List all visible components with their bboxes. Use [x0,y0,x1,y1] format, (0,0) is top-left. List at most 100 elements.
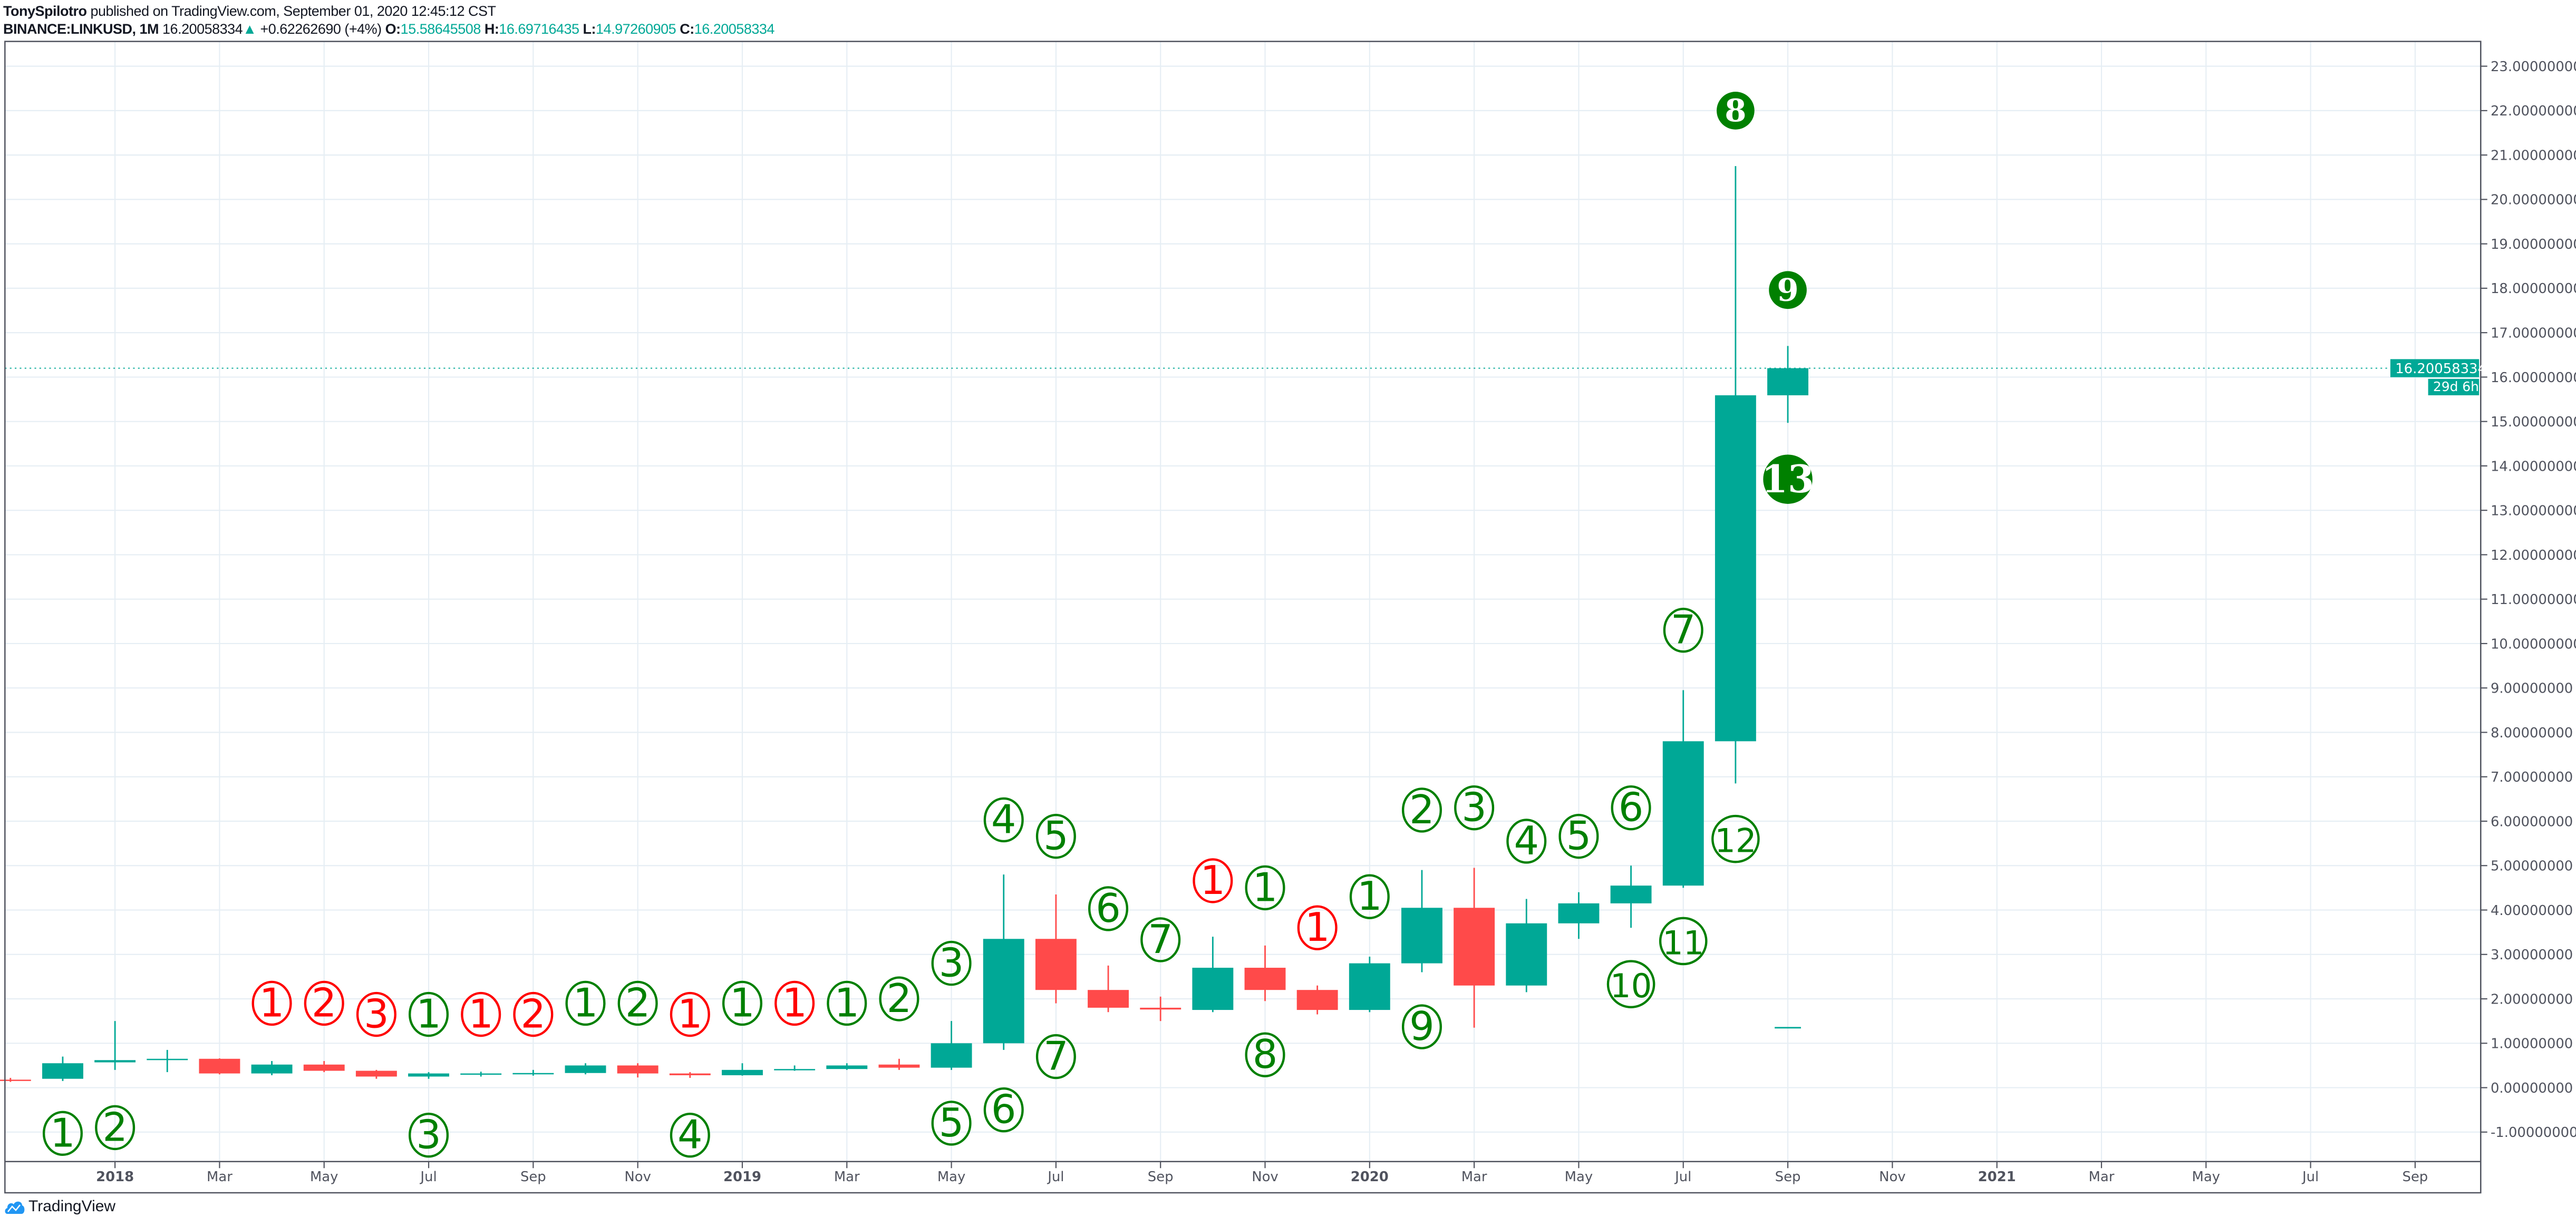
td-count-label: 11 [1659,917,1708,966]
td-circle [827,980,867,1026]
td-number: 1 [416,991,441,1037]
last-price: 16.20058334 [162,21,243,37]
candle-2019-08[interactable] [1088,965,1129,1013]
td-circle [1349,874,1390,919]
candle-2019-10[interactable] [1192,937,1234,1013]
y-tick-label: 17.00000000 [2491,325,2576,341]
price-tag-box [2390,359,2480,377]
candle-2019-03[interactable] [826,1063,868,1070]
chart-header: TonySpilotro published on TradingView.co… [3,2,774,38]
candle-body [1662,741,1704,886]
td-count-label: 2 [304,980,344,1026]
low-value: 14.97260905 [596,21,676,37]
td-number: 5 [1566,813,1592,859]
candle-2020-02[interactable] [1401,870,1442,972]
candle-2020-07[interactable] [1662,690,1704,888]
x-tick-label: Mar [2089,1169,2115,1185]
candle-2018-02[interactable] [147,1049,188,1073]
td-count-label: 6 [983,1087,1024,1133]
candle-2020-04[interactable] [1506,899,1547,993]
y-axis[interactable]: -1.00000000 0.00000000 1.00000000 2.0000000… [2481,59,2576,1141]
x-tick-label: Sep [1775,1169,1801,1185]
td-circle [931,940,972,986]
candle-2020-05[interactable] [1558,892,1600,939]
candle-2018-01[interactable] [94,1021,136,1070]
td-number: 13 [1761,457,1814,501]
candle-2019-01[interactable] [722,1063,763,1076]
candle-2018-06[interactable] [355,1069,397,1079]
author-name[interactable]: TonySpilotro [3,3,87,19]
x-tick-label: May [2192,1169,2220,1185]
td-count-label: 1 [1297,904,1338,950]
td-circle [1401,787,1442,833]
td-number: 4 [1514,818,1539,864]
td-number: 4 [991,796,1016,842]
candle-2019-04[interactable] [878,1058,920,1070]
candle-2018-03[interactable] [199,1058,240,1075]
candle-2017-12[interactable] [42,1056,83,1081]
candle-body [617,1065,658,1074]
candle-2020-08[interactable] [1715,166,1756,784]
candle-2019-09[interactable] [1140,996,1182,1021]
td-circle [983,1087,1024,1133]
td-circle [931,1101,972,1146]
candle-2020-03[interactable] [1454,868,1495,1028]
y-tick-label: 18.00000000 [2491,281,2576,297]
candle-2019-06[interactable] [983,874,1024,1050]
td-count-label: 5 [1558,813,1599,859]
candle-2018-09[interactable] [512,1069,554,1076]
candle-body [1192,968,1234,1010]
candle-body [355,1071,397,1077]
td-number: 2 [102,1104,128,1150]
y-tick-label: 7.00000000 [2491,770,2573,785]
candle-2019-12[interactable] [1296,985,1338,1015]
publish-line: TonySpilotro published on TradingView.co… [3,2,774,20]
candle-2019-11[interactable] [1244,945,1286,1001]
td-circle [1454,785,1495,831]
up-arrow-icon: ▲ [243,21,257,37]
x-axis[interactable]: 2018 Mar May Jul Sep Nov 2019 Mar May Jul Sep Nov 20… [96,1161,2428,1185]
td-circle [1140,917,1181,962]
candle-body [1767,368,1808,395]
candle-body [1506,923,1547,986]
tradingview-logo[interactable]: TradingView [4,1198,115,1215]
td-circle [304,980,344,1026]
candle-2020-01[interactable] [1349,956,1390,1013]
x-tick-label: Jul [1047,1169,1064,1185]
candle-2020-09[interactable] [1767,346,1808,423]
td-number: 1 [1253,864,1278,910]
x-tick-label: Mar [834,1169,860,1185]
x-tick-label: Sep [520,1169,546,1185]
x-tick-label: Nov [1879,1169,1905,1185]
candle-2017-11[interactable] [0,1078,31,1082]
candle-body [199,1058,240,1074]
y-tick-label: 22.00000000 [2491,103,2576,119]
td-count-label: 1 [251,980,292,1026]
td-circle [1711,814,1760,863]
candle-2018-05[interactable] [303,1060,345,1073]
candle-2018-04[interactable] [251,1060,293,1075]
candle-body [1401,908,1442,964]
candle-2018-10[interactable] [565,1063,606,1075]
candle-2018-08[interactable] [460,1072,502,1077]
td-circle [983,797,1024,843]
candle-body [1296,990,1338,1010]
td-count-label: 1 [42,1110,83,1156]
td-count-label: 3 [409,1112,449,1158]
td-circle [1558,813,1599,859]
td-number: 6 [1096,886,1121,931]
candle-2019-02[interactable] [774,1065,816,1071]
candle-body [669,1073,711,1075]
x-tick-label: 2021 [1978,1169,2016,1185]
candle-2018-12[interactable] [669,1072,711,1078]
candle-2019-07[interactable] [1035,894,1077,1004]
candle-2019-05[interactable] [931,1021,972,1070]
candle-2018-11[interactable] [617,1063,658,1078]
candle-2020-06[interactable] [1610,865,1652,928]
candle-body [931,1043,972,1068]
x-tick-label: Sep [1148,1169,1174,1185]
candle-2018-07[interactable] [408,1072,449,1079]
close-value: 16.20058334 [694,21,775,37]
grid [5,41,2481,1162]
